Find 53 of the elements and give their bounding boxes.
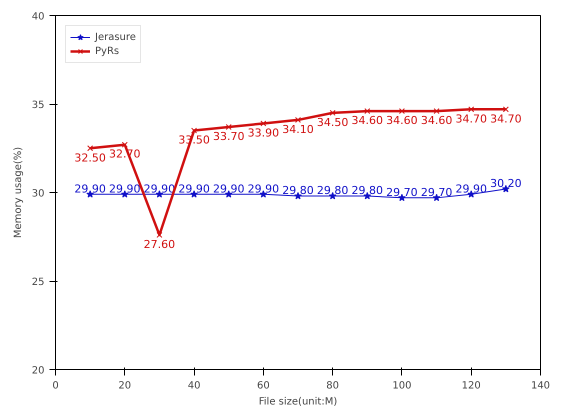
data-label: 34.60: [352, 114, 384, 128]
data-label: 32.50: [74, 151, 106, 164]
point: [260, 120, 266, 126]
data-label: 33.90: [248, 126, 280, 140]
data-label: 34.50: [316, 116, 348, 129]
point: [226, 124, 232, 130]
y-axis-title: Memory usage(%): [12, 146, 24, 238]
x-tick-label: 80: [326, 380, 340, 392]
point: [502, 106, 509, 112]
x-tick-label: 60: [256, 380, 270, 392]
legend-label: PyRs: [95, 44, 120, 58]
data-label: 30.20: [490, 176, 522, 190]
data-label: 29.90: [212, 182, 244, 196]
x-tick-label: 40: [188, 380, 200, 392]
data-label: 29.70: [386, 186, 418, 199]
point: [398, 108, 405, 114]
x-tick-label: 140: [530, 380, 550, 392]
data-label: 29.90: [74, 182, 106, 196]
point: [468, 106, 474, 112]
y-tick-label: 20: [32, 366, 45, 376]
x-tick-label: 20: [118, 380, 132, 392]
data-label: 34.70: [455, 112, 487, 126]
point: [87, 145, 94, 152]
data-label: 29.80: [282, 184, 314, 198]
data-label: 29.80: [316, 184, 348, 198]
y-tick-label: 25: [32, 277, 45, 288]
x-tick-label: 120: [462, 380, 481, 392]
data-label: 34.10: [282, 122, 314, 136]
point: [434, 108, 440, 114]
point: [191, 128, 198, 134]
data-label: 29.90: [455, 182, 487, 196]
y-tick-label: 40: [32, 12, 45, 22]
point: [295, 116, 301, 123]
point: [364, 108, 370, 114]
x-tick-label: 0: [52, 380, 59, 392]
data-label: 33.70: [212, 130, 244, 144]
data-label: 29.90: [178, 182, 210, 196]
data-label: 29.80: [352, 184, 384, 198]
x-tick-label: 100: [392, 380, 412, 392]
point: [122, 142, 128, 148]
data-label: 29.70: [420, 186, 452, 199]
point: [330, 110, 336, 116]
legend-label: Jerasure: [95, 30, 136, 44]
data-label: 34.60: [386, 114, 418, 128]
data-label: 29.90: [248, 182, 280, 196]
data-label: 29.90: [109, 182, 141, 196]
y-tick-label: 35: [32, 100, 45, 111]
y-tick-label: 30: [32, 188, 45, 200]
x-axis-title: File size(unit:M): [258, 396, 338, 408]
data-label: 34.60: [420, 114, 452, 128]
data-label: 27.60: [144, 238, 176, 251]
point: [156, 232, 162, 238]
data-label: 34.70: [490, 112, 522, 126]
